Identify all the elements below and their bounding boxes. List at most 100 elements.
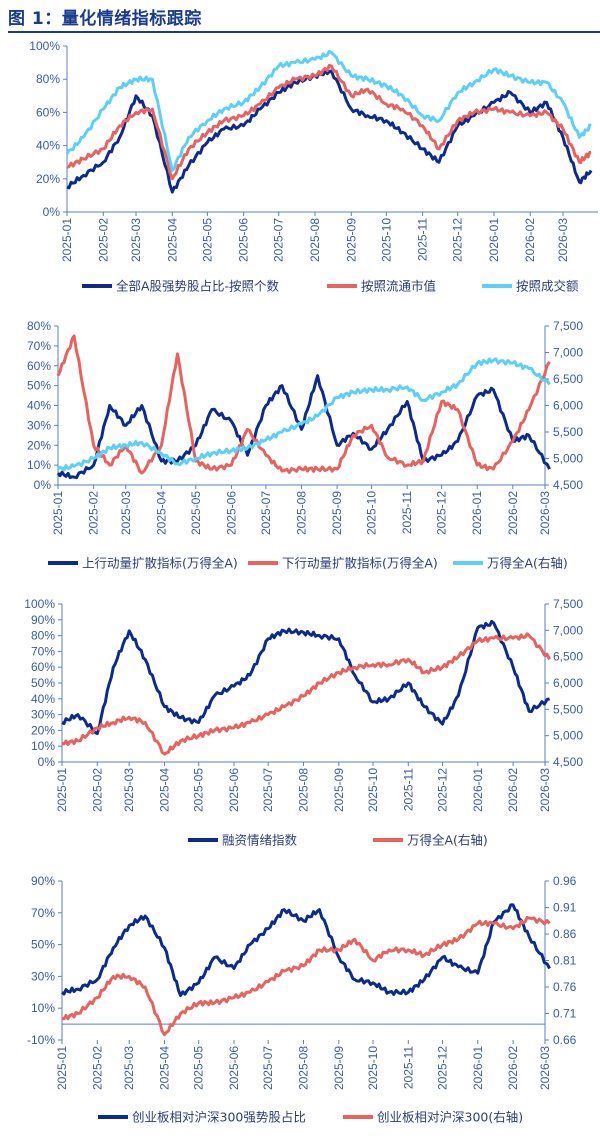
- y2-tick-label: 5,000: [553, 452, 583, 466]
- x-tick-label: 2025-11: [400, 491, 414, 534]
- y2-tick-label: 7,000: [553, 623, 583, 637]
- x-tick-label: 2025-05: [192, 1046, 206, 1090]
- x-tick-label: 2025-09: [344, 218, 358, 262]
- y2-tick-label: 0.76: [553, 980, 577, 994]
- y2-tick-label: 6,000: [553, 399, 583, 413]
- x-tick-label: 2025-03: [129, 218, 143, 262]
- y-tick-label: 10%: [31, 739, 55, 753]
- y-tick-label: 80%: [27, 319, 51, 333]
- y2-tick-label: 6,500: [553, 372, 583, 386]
- x-tick-label: 2025-10: [379, 218, 393, 262]
- y-tick-label: 90%: [31, 874, 55, 888]
- y2-tick-label: 7,500: [553, 597, 583, 611]
- series-line-3: [65, 49, 592, 172]
- legend-label: 万得全A(右轴): [407, 833, 488, 848]
- x-tick-label: 2026-03: [556, 218, 570, 262]
- x-tick-label: 2025-06: [224, 491, 238, 535]
- y-tick-label: 50%: [31, 676, 55, 690]
- x-tick-label: 2025-01: [60, 218, 74, 262]
- y2-tick-label: 0.71: [553, 1007, 577, 1021]
- y2-tick-label: 6,500: [553, 650, 583, 664]
- y-tick-label: 70%: [27, 339, 51, 353]
- x-tick-label: 2025-11: [416, 218, 430, 261]
- y-tick-label: 100%: [29, 39, 60, 53]
- y-tick-label: 90%: [31, 613, 55, 627]
- y-tick-label: 0%: [38, 755, 56, 769]
- x-tick-label: 2026-02: [506, 768, 520, 812]
- x-tick-label: 2025-06: [237, 218, 251, 262]
- y2-tick-label: 5,500: [553, 425, 583, 439]
- y-tick-label: 50%: [31, 938, 55, 952]
- x-tick-label: 2025-01: [55, 768, 69, 812]
- x-tick-label: 2025-08: [295, 491, 309, 535]
- legend-label: 全部A股强势股占比-按照个数: [116, 279, 280, 294]
- x-tick-label: 2025-12: [435, 768, 449, 812]
- x-tick-label: 2026-01: [470, 491, 484, 535]
- chart-2: 0% 10% 20% 30% 40% 50% 60% 70% 80% 4,500 5,000 5,50…: [27, 319, 583, 571]
- y-tick-label: 30%: [27, 418, 51, 432]
- x-tick-label: 2025-08: [308, 218, 322, 262]
- y-tick-label: 60%: [36, 105, 60, 119]
- series-line-2: [62, 915, 551, 1037]
- y-tick-label: 20%: [31, 723, 55, 737]
- y-tick-label: 70%: [31, 644, 55, 658]
- y-tick-label: 30%: [31, 969, 55, 983]
- y-tick-label: 40%: [31, 692, 55, 706]
- x-tick-label: 2025-10: [365, 491, 379, 535]
- y-tick-label: 10%: [27, 458, 51, 472]
- y-tick-label: 0%: [43, 205, 61, 219]
- legend-label: 按照流通市值: [361, 279, 436, 294]
- x-tick-label: 2025-07: [272, 218, 286, 262]
- series-line-3: [56, 357, 551, 472]
- x-tick-label: 2025-01: [51, 491, 65, 535]
- y2-tick-label: 0.96: [553, 874, 577, 888]
- legend-label: 创业板相对沪深300(右轴): [377, 1110, 523, 1125]
- chart-3: 0% 10% 20%30% 40% 50% 60% 70%80% 90% 100% 4,500 5,…: [24, 597, 583, 848]
- y2-tick-label: 5,500: [553, 702, 583, 716]
- y-tick-label: 80%: [36, 72, 60, 86]
- y2-tick-label: 0.91: [553, 901, 577, 915]
- chart-4: -10% 10% 30% 50% 70% 90% 0.66 0.71 0.76 0.81 0.86 0…: [27, 874, 577, 1125]
- x-tick-label: 2026-01: [471, 1046, 485, 1090]
- legend-label: 按照成交额: [516, 279, 579, 294]
- x-tick-label: 2025-01: [55, 1046, 69, 1090]
- x-tick-label: 2025-02: [87, 491, 101, 535]
- x-tick-label: 2025-05: [200, 218, 214, 262]
- y2-tick-label: 5,000: [553, 729, 583, 743]
- x-tick-label: 2025-12: [435, 491, 449, 535]
- x-tick-label: 2025-02: [96, 218, 110, 262]
- y2-tick-label: 0.81: [553, 954, 577, 968]
- legend-label: 上行动量扩散指标(万得全A): [82, 556, 238, 571]
- series-line-2: [66, 63, 592, 181]
- y-tick-label: 40%: [27, 399, 51, 413]
- x-tick-label: 2025-08: [297, 1046, 311, 1090]
- y2-tick-label: 0.86: [553, 927, 577, 941]
- chart-1: 0% 20% 40% 60% 80% 100% 2025-01 2025-02 2025-03 2…: [29, 39, 598, 294]
- x-tick-label: 2025-02: [90, 768, 104, 812]
- y-tick-label: 80%: [31, 629, 55, 643]
- x-tick-label: 2025-04: [154, 491, 168, 535]
- x-tick-label: 2025-08: [297, 768, 311, 812]
- x-tick-label: 2025-12: [451, 218, 465, 262]
- y-tick-label: 10%: [31, 1001, 55, 1015]
- y2-tick-label: 0.66: [553, 1033, 577, 1047]
- x-tick-label: 2026-01: [471, 768, 485, 812]
- x-tick-label: 2025-10: [366, 1046, 380, 1090]
- y2-tick-label: 4,500: [553, 478, 583, 492]
- x-tick-label: 2025-04: [165, 218, 179, 262]
- y-tick-label: 0%: [34, 478, 52, 492]
- x-tick-label: 2025-09: [332, 1046, 346, 1090]
- series-line-1: [61, 903, 551, 997]
- series-line-1: [61, 619, 551, 736]
- x-tick-label: 2025-07: [261, 1046, 275, 1090]
- x-tick-label: 2025-06: [227, 1046, 241, 1090]
- y-tick-label: 20%: [27, 438, 51, 452]
- x-tick-label: 2025-05: [189, 491, 203, 535]
- legend-label: 下行动量扩散指标(万得全A): [282, 556, 438, 571]
- x-tick-label: 2025-05: [192, 768, 206, 812]
- x-tick-label: 2026-02: [506, 491, 520, 535]
- series-line-2: [56, 334, 551, 475]
- y2-tick-label: 6,000: [553, 676, 583, 690]
- y-tick-label: 30%: [31, 708, 55, 722]
